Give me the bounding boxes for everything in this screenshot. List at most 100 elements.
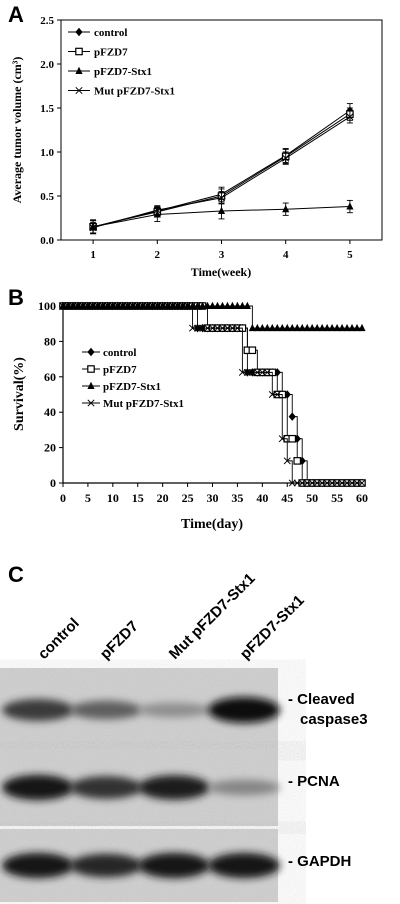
a-ytick-label: 1.5	[40, 103, 54, 115]
chart-b: 0 20 40 60 80 100 0 5 10 15 20 25 30 35 40 45 50 55 60 con…	[12, 299, 368, 532]
b-xtick-label: 5	[85, 491, 91, 505]
blot-band	[2, 774, 74, 801]
a-xtick-label: 5	[347, 249, 353, 261]
b-point	[273, 390, 281, 399]
b-legend-marker	[87, 347, 95, 357]
chart-b-legend: control pFZD7 pFZD7-Stx1 Mut pFZD7-Stx1	[82, 347, 184, 410]
b-point	[94, 302, 102, 310]
b-legend-marker	[87, 365, 95, 373]
b-point	[223, 301, 232, 309]
b-xtick-label: 40	[256, 491, 268, 505]
row-label-pcna: - PCNA	[288, 773, 340, 790]
b-ytick-label: 80	[44, 334, 56, 348]
b-point	[268, 390, 276, 399]
a-xtick-label: 2	[155, 249, 161, 261]
b-point	[69, 302, 77, 310]
b-point	[193, 324, 202, 332]
b-point	[84, 302, 92, 310]
a-point	[282, 205, 290, 213]
b-point	[134, 302, 142, 310]
b-legend-label: pFZD7	[103, 364, 137, 376]
b-ytick-label: 40	[44, 405, 56, 419]
row-label-gapdh: - GAPDH	[288, 853, 351, 870]
b-point	[149, 302, 157, 310]
a-legend-marker	[75, 86, 83, 95]
blot-band	[138, 775, 210, 800]
a-series-2	[89, 199, 354, 235]
blot-band	[208, 779, 280, 796]
b-point	[169, 302, 177, 310]
b-xtick-label: 10	[107, 491, 119, 505]
a-ytick-label: 2.0	[40, 59, 54, 71]
panel-a-letter: A	[8, 2, 24, 27]
b-point	[144, 302, 152, 310]
b-point	[188, 301, 197, 309]
b-point	[154, 302, 162, 310]
b-point	[358, 479, 366, 487]
row-label-caspase3: caspase3	[300, 711, 368, 728]
b-ytick-label: 0	[50, 476, 56, 490]
b-point	[253, 368, 261, 376]
b-point	[288, 323, 296, 332]
b-point	[328, 479, 336, 487]
a-series-3	[89, 110, 354, 234]
b-ytick-label: 100	[38, 299, 56, 313]
b-point	[198, 301, 207, 309]
b-point	[248, 368, 256, 376]
chart-a-xlabel: Time(week)	[191, 265, 251, 279]
b-series-3	[59, 302, 366, 487]
b-point	[223, 324, 232, 332]
blot-band	[208, 697, 280, 723]
b-point	[139, 302, 147, 310]
b-point	[338, 479, 346, 487]
row-label-cleaved: - Cleaved	[288, 691, 355, 708]
a-legend-marker	[75, 47, 83, 56]
a-point	[217, 194, 226, 202]
a-legend-label: control	[94, 27, 127, 39]
chart-b-ylabel: Survival(%)	[12, 357, 27, 431]
b-ytick-label: 20	[44, 441, 56, 455]
b-xtick-label: 45	[281, 491, 293, 505]
blot-band	[208, 852, 280, 879]
b-point	[114, 302, 122, 310]
b-point	[59, 302, 67, 310]
b-point	[278, 323, 286, 332]
b-point	[238, 301, 246, 309]
b-point	[298, 323, 306, 332]
b-ytick-label: 60	[44, 370, 56, 384]
b-point	[353, 323, 361, 332]
b-point	[293, 457, 302, 465]
b-point	[213, 301, 222, 309]
b-point	[318, 479, 326, 487]
b-point	[228, 301, 237, 309]
b-point	[253, 323, 261, 332]
a-legend-marker	[75, 66, 83, 74]
b-xtick-label: 25	[182, 491, 194, 505]
b-xtick-label: 35	[231, 491, 243, 505]
b-point	[293, 479, 301, 487]
b-point	[233, 301, 242, 309]
b-point	[348, 323, 356, 332]
b-series-line	[63, 305, 362, 484]
b-point	[79, 302, 87, 310]
a-point	[282, 154, 290, 162]
b-point	[343, 323, 351, 332]
b-legend-label: pFZD7-Stx1	[103, 381, 161, 393]
a-point	[346, 202, 354, 210]
a-ytick-label: 1.0	[40, 147, 54, 159]
b-point	[263, 368, 271, 376]
b-point	[109, 302, 117, 310]
blot-band	[138, 702, 210, 718]
lane-label-pfzd7: pFZD7	[97, 618, 142, 663]
b-point	[248, 323, 256, 332]
blot-band	[2, 699, 74, 721]
b-point	[338, 323, 346, 332]
b-point	[243, 301, 251, 309]
b-point	[208, 324, 217, 332]
b-point	[233, 324, 241, 332]
b-point	[313, 323, 321, 332]
b-point	[174, 302, 182, 310]
b-legend-label: Mut pFZD7-Stx1	[103, 398, 184, 410]
b-point	[308, 479, 316, 487]
blot-row-0	[0, 668, 280, 752]
